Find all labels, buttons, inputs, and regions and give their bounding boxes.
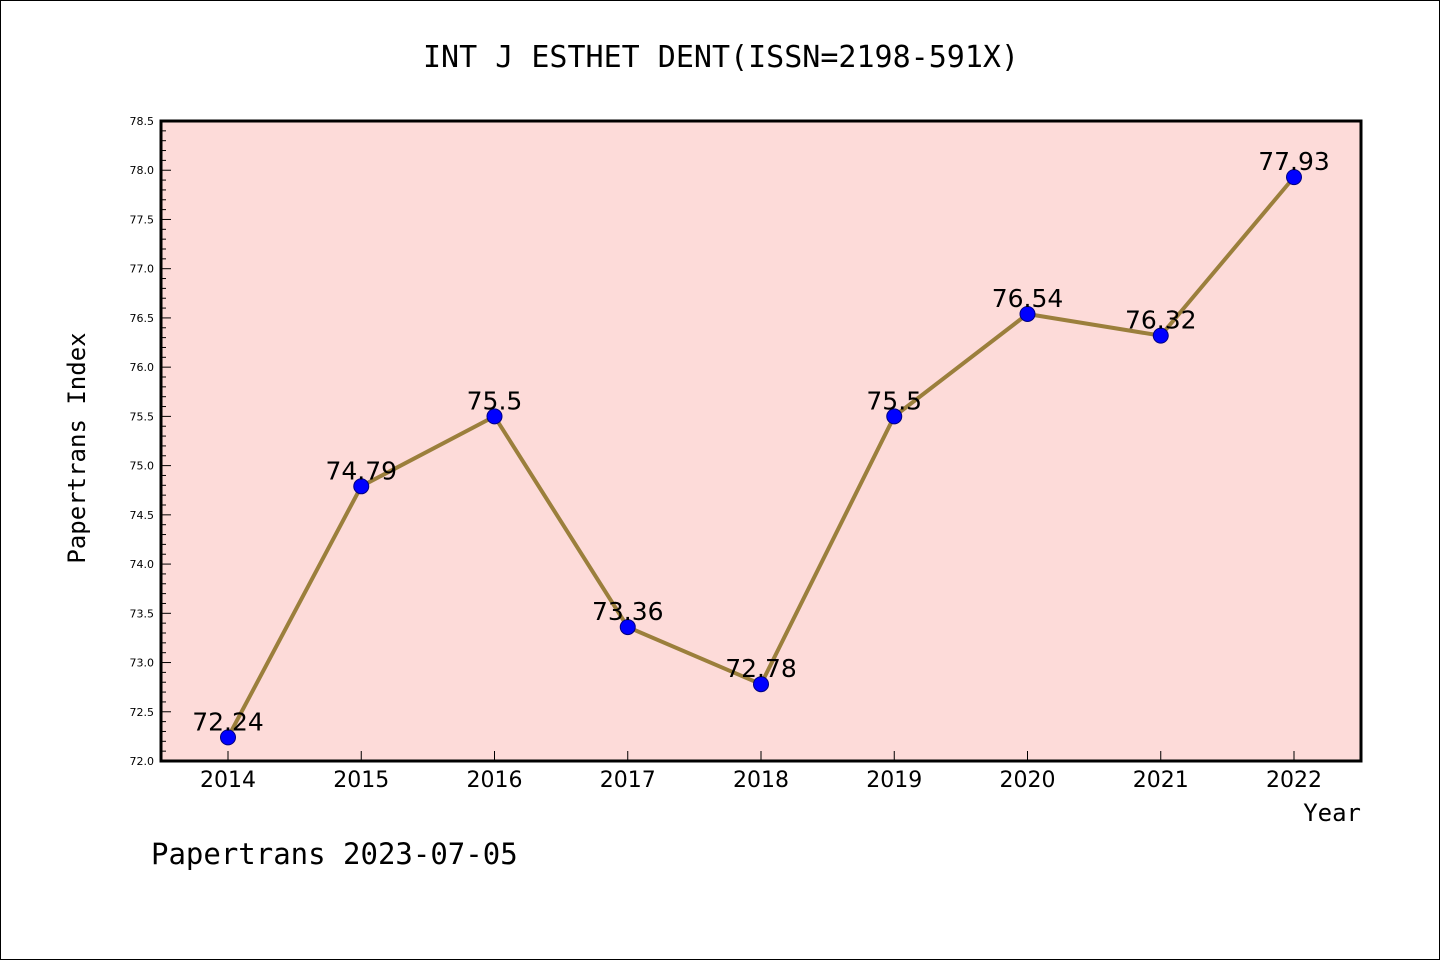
x-axis: 2014 2015 2016 2017 2018 2019 2020 2021 2022	[200, 751, 1322, 793]
y-axis: 72.0 72.5 73.0 73.5 74.0 74.5 75.0 75.5 76.0 76.5…	[130, 115, 171, 768]
y-tick-label: 75.0	[130, 460, 155, 473]
y-tick-label: 77.0	[130, 263, 155, 276]
data-point	[220, 729, 236, 746]
data-point	[1286, 169, 1302, 186]
y-tick-label: 74.0	[130, 558, 155, 571]
data-point	[1019, 305, 1036, 322]
x-tick-label: 2015	[333, 768, 389, 793]
y-tick-label: 77.5	[130, 213, 155, 226]
data-point	[486, 408, 503, 425]
data-label: 72.24	[192, 707, 264, 736]
data-label: 76.32	[1125, 306, 1197, 335]
x-tick-label: 2018	[733, 768, 789, 793]
x-tick-label: 2019	[866, 768, 922, 793]
y-tick-label: 72.0	[130, 755, 155, 768]
plot-area	[159, 119, 1363, 763]
data-point	[353, 478, 370, 495]
data-point	[886, 408, 903, 425]
data-point	[753, 676, 769, 693]
x-tick-label: 2020	[1000, 768, 1056, 793]
footer-date: Papertrans 2023-07-05	[151, 837, 518, 871]
data-label: 74.79	[325, 456, 397, 485]
data-label: 72.78	[725, 654, 797, 683]
data-label: 75.5	[467, 386, 523, 415]
y-tick-label: 75.5	[130, 410, 155, 423]
x-tick-label: 2021	[1133, 768, 1189, 793]
y-tick-label: 72.5	[130, 706, 155, 719]
x-tick-label: 2017	[600, 768, 656, 793]
x-tick-label: 2014	[200, 768, 256, 793]
data-label: 77.93	[1258, 147, 1330, 176]
data-point	[619, 619, 636, 636]
data-label: 73.36	[592, 597, 664, 626]
x-axis-label: Year	[1303, 799, 1361, 827]
y-tick-label: 74.5	[130, 509, 155, 522]
data-labels: 72.24 74.79 75.5 73.36 72.78 75.5 76.54 76.32 77…	[192, 147, 1330, 736]
data-label: 76.54	[992, 284, 1064, 313]
y-tick-label: 76.0	[130, 361, 155, 374]
y-tick-label: 78.0	[130, 164, 155, 177]
data-label: 75.5	[866, 386, 922, 415]
y-tick-label: 73.5	[130, 607, 155, 620]
x-tick-label: 2016	[467, 768, 523, 793]
y-tick-label: 73.0	[130, 657, 155, 670]
data-point	[1152, 327, 1169, 344]
series-layer	[220, 169, 1302, 746]
y-axis-label: Papertrans Index	[63, 332, 91, 563]
y-tick-label: 76.5	[130, 312, 155, 325]
y-tick-label: 78.5	[130, 115, 155, 128]
chart-title: INT J ESTHET DENT(ISSN=2198-591X)	[423, 40, 1019, 75]
x-tick-label: 2022	[1266, 768, 1322, 793]
